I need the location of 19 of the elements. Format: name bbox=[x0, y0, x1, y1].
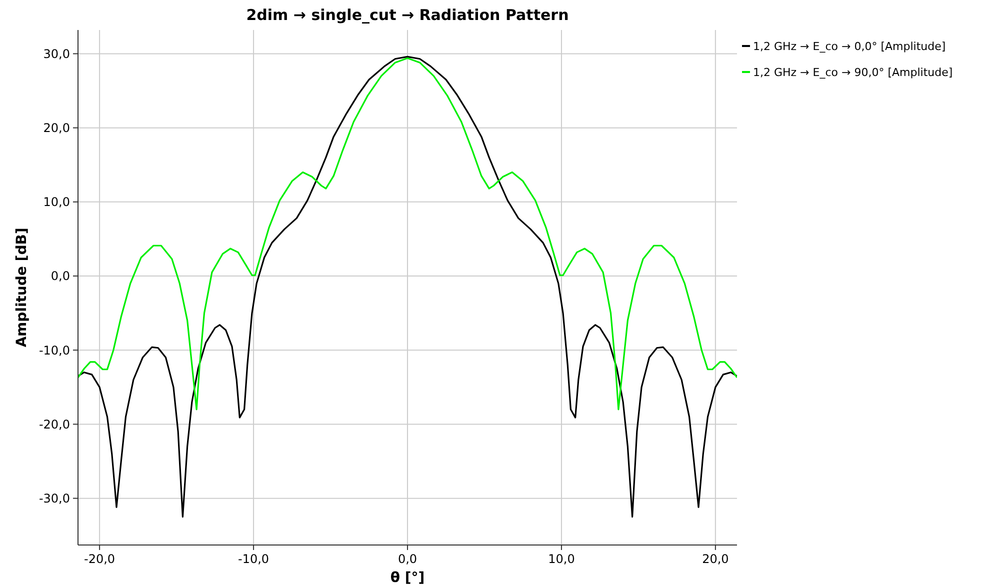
x-tick-label: -10,0 bbox=[238, 552, 270, 566]
line-series bbox=[78, 56, 737, 518]
x-tick-label: -20,0 bbox=[84, 552, 116, 566]
y-tick-label: 10,0 bbox=[43, 195, 70, 210]
x-tick-label: 0,0 bbox=[398, 552, 418, 566]
y-tick-label: 30,0 bbox=[43, 46, 70, 61]
x-axis-title: θ [°] bbox=[390, 570, 425, 586]
x-tick-label: 10,0 bbox=[548, 552, 575, 566]
y-tick-label: -10,0 bbox=[38, 343, 70, 358]
line-series bbox=[78, 57, 737, 410]
y-tick-label: 0,0 bbox=[50, 269, 70, 284]
legend-label: 1,2 GHz → E_co → 0,0° [Amplitude] bbox=[753, 40, 946, 53]
chart-title: 2dim → single_cut → Radiation Pattern bbox=[246, 6, 569, 24]
y-axis-title: Amplitude [dB] bbox=[14, 228, 30, 348]
legend-label: 1,2 GHz → E_co → 90,0° [Amplitude] bbox=[753, 66, 953, 79]
y-tick-label: 20,0 bbox=[43, 121, 70, 136]
x-tick-label: 20,0 bbox=[702, 552, 729, 566]
y-tick-label: -30,0 bbox=[38, 492, 70, 506]
y-tick-label: -20,0 bbox=[38, 417, 70, 432]
